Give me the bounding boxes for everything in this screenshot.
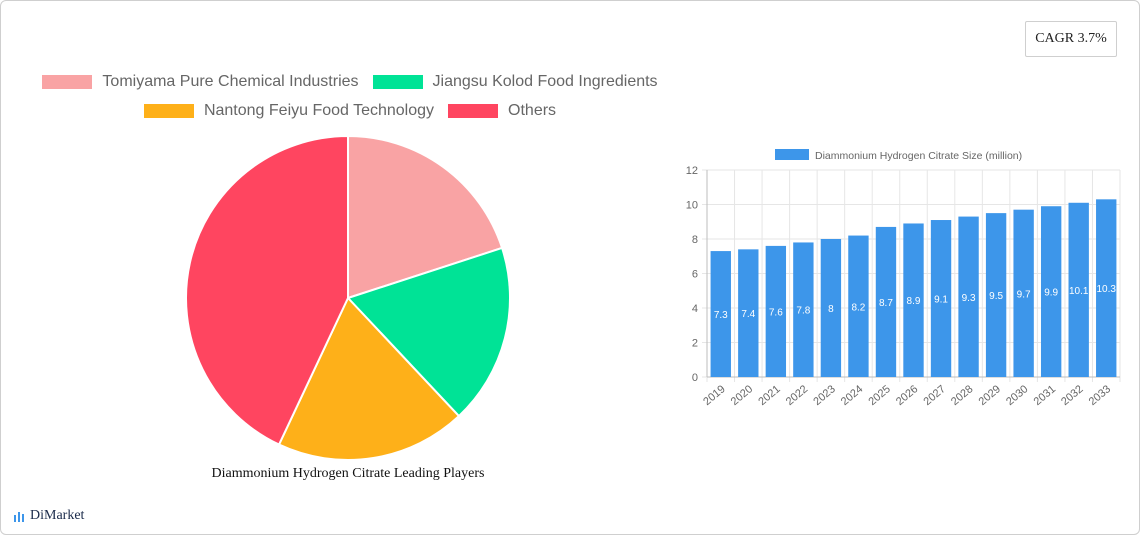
bar-2024[interactable]: [848, 235, 869, 377]
legend-label: Others: [508, 102, 557, 119]
bar-logo-icon: [14, 512, 24, 522]
pie-slice-others[interactable]: [185, 134, 349, 446]
bar-data-label: 7.3: [714, 310, 728, 321]
bar-data-label: 7.4: [741, 309, 755, 320]
pie-legend: Tomiyama Pure Chemical Industries Jiangsu…: [20, 72, 680, 121]
bar-legend-label: Diammonium Hydrogen Citrate Size (millio…: [815, 150, 1022, 162]
brand-logo: DiMarket: [14, 508, 84, 524]
pie-legend-item-jiangsu-kolod-food-ingredients[interactable]: Jiangsu Kolod Food Ingredients: [372, 72, 658, 92]
y-tick-label: 12: [686, 165, 698, 177]
x-tick-label: 2019: [701, 383, 727, 408]
bar-data-label: 9.9: [1044, 288, 1058, 299]
x-tick-label: 2029: [977, 383, 1003, 408]
x-tick-label: 2027: [921, 383, 947, 408]
bar-data-label: 9.5: [989, 291, 1003, 302]
bar-data-label: 7.6: [769, 307, 783, 318]
legend-swatch: [42, 75, 93, 89]
bar-2033[interactable]: [1096, 199, 1117, 377]
bar-data-label: 10.3: [1096, 284, 1116, 295]
bar-data-label: 8.9: [907, 296, 921, 307]
x-tick-label: 2026: [894, 383, 920, 408]
bar-data-label: 8: [828, 304, 834, 315]
x-tick-label: 2031: [1032, 383, 1058, 408]
bar-2026[interactable]: [903, 223, 924, 377]
bar-2021[interactable]: [765, 245, 787, 377]
bar-data-label: 10.1: [1069, 286, 1089, 297]
bar-2030[interactable]: [1013, 209, 1034, 377]
bar-legend-swatch: [775, 149, 809, 160]
pie-slice-jiangsu-kolod-food-ingredients[interactable]: [346, 246, 511, 418]
y-tick-label: 0: [692, 372, 698, 384]
bar-chart: Diammonium Hydrogen Citrate Size (millio…: [686, 149, 1121, 408]
pie-legend-item-tomiyama-pure-chemical-industries[interactable]: Tomiyama Pure Chemical Industries: [42, 72, 359, 92]
x-tick-label: 2024: [839, 383, 865, 408]
bar-2028[interactable]: [958, 216, 979, 377]
x-tick-label: 2025: [866, 383, 892, 408]
cagr-badge: CAGR 3.7%: [1025, 21, 1117, 57]
bar-data-label: 9.7: [1017, 289, 1031, 300]
legend-label: Nantong Feiyu Food Technology: [203, 102, 435, 119]
x-tick-label: 2030: [1004, 383, 1030, 408]
bar-2027[interactable]: [930, 220, 952, 377]
bar-2023[interactable]: [820, 239, 842, 377]
pie-slice-tomiyama-pure-chemical-industries[interactable]: [347, 134, 504, 300]
legend-swatch: [372, 75, 423, 89]
y-tick-label: 2: [692, 338, 698, 350]
pie-legend-item-others[interactable]: Others: [448, 101, 556, 121]
bar-2020[interactable]: [738, 249, 759, 377]
bar-data-label: 7.8: [796, 306, 810, 317]
y-tick-label: 6: [692, 269, 698, 281]
bar-data-label: 9.3: [962, 293, 976, 304]
bar-data-label: 8.2: [851, 302, 865, 313]
legend-label: Jiangsu Kolod Food Ingredients: [432, 73, 658, 90]
x-tick-label: 2033: [1087, 383, 1113, 408]
y-tick-label: 8: [692, 234, 698, 246]
bar-data-label: 9.1: [934, 295, 948, 306]
bar-2022[interactable]: [793, 242, 814, 377]
bar-2019[interactable]: [710, 251, 731, 377]
bar-2025[interactable]: [875, 226, 897, 377]
x-tick-label: 2022: [784, 383, 810, 408]
bar-data-label: 8.7: [879, 298, 893, 309]
bar-2031[interactable]: [1040, 206, 1062, 377]
x-tick-label: 2020: [729, 383, 755, 408]
y-tick-label: 4: [692, 303, 698, 315]
pie-legend-item-nantong-feiyu-food-technology[interactable]: Nantong Feiyu Food Technology: [143, 101, 435, 121]
x-tick-label: 2032: [1059, 383, 1085, 408]
bar-2029[interactable]: [985, 213, 1007, 377]
legend-label: Tomiyama Pure Chemical Industries: [102, 73, 359, 90]
pie-caption: Diammonium Hydrogen Citrate Leading Play…: [211, 466, 485, 481]
pie-chart: [185, 134, 511, 460]
x-tick-label: 2021: [756, 383, 782, 408]
bar-2032[interactable]: [1068, 202, 1089, 377]
legend-swatch: [448, 104, 499, 118]
x-tick-label: 2023: [811, 383, 837, 408]
cagr-label: CAGR 3.7%: [1035, 31, 1107, 46]
legend-swatch: [143, 104, 194, 118]
brand-name: DiMarket: [30, 508, 85, 523]
x-tick-label: 2028: [949, 383, 975, 408]
pie-slice-nantong-feiyu-food-technology[interactable]: [277, 296, 461, 460]
y-tick-label: 10: [686, 200, 698, 212]
